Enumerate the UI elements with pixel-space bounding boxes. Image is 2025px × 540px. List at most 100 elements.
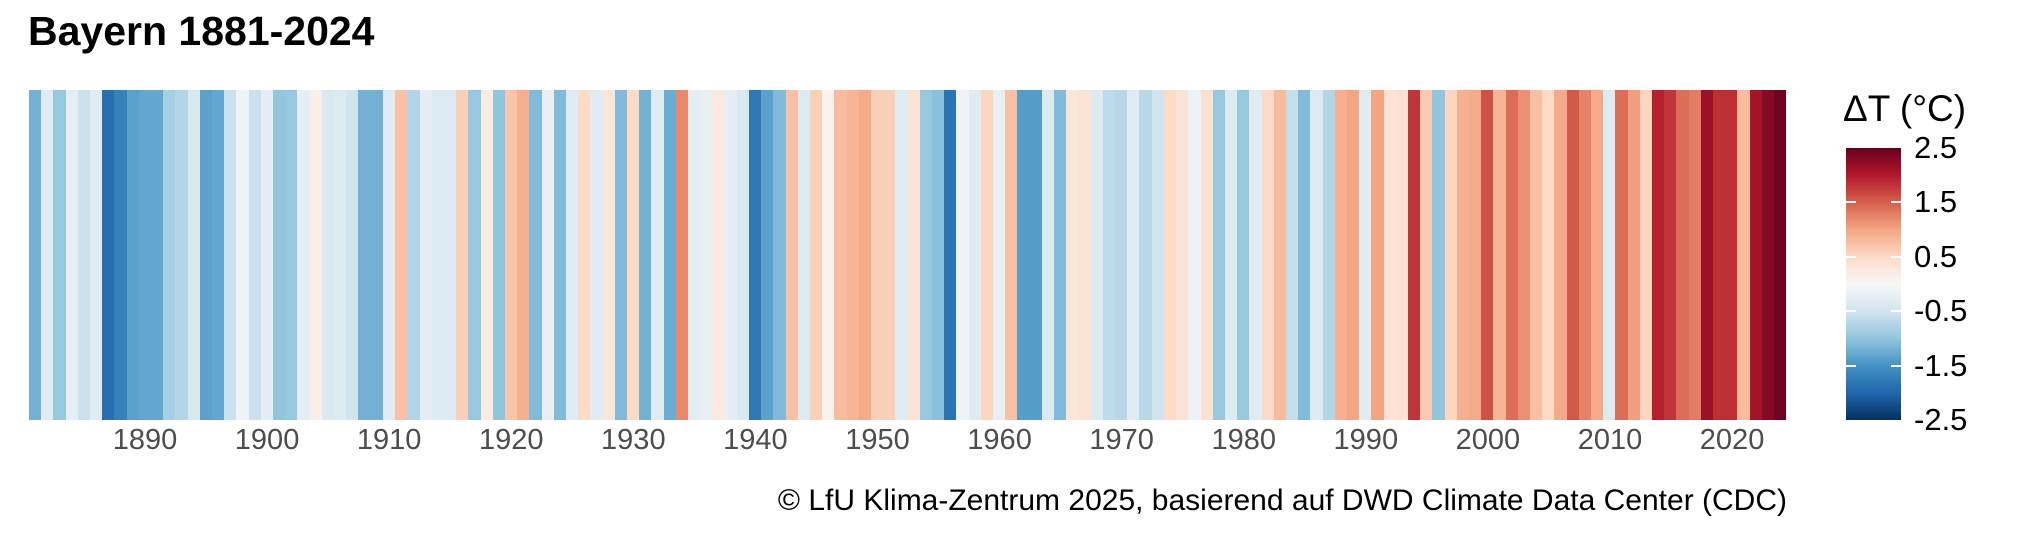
- x-tick-label: 1910: [356, 424, 422, 456]
- stripe-1976: [1188, 90, 1201, 420]
- stripe-1961: [1005, 90, 1018, 420]
- stripe-1947: [834, 90, 847, 420]
- stripe-1971: [1127, 90, 1140, 420]
- stripe-1997: [1444, 90, 1457, 420]
- stripe-2018: [1700, 90, 1714, 420]
- stripe-1995: [1420, 90, 1433, 420]
- colorbar-tick-label: 2.5: [1914, 130, 1958, 165]
- stripe-1936: [700, 90, 713, 420]
- stripe-1928: [602, 90, 615, 420]
- stripe-1946: [822, 90, 835, 420]
- colorbar-tick-mark: [1891, 201, 1901, 204]
- stripe-1943: [785, 90, 798, 420]
- stripe-1993: [1395, 90, 1408, 420]
- colorbar-tick-label: -2.5: [1914, 402, 1968, 437]
- stripe-1981: [1249, 90, 1262, 420]
- colorbar-tick-mark: [1891, 255, 1901, 258]
- stripe-2010: [1603, 90, 1616, 420]
- stripe-1903: [297, 90, 310, 420]
- stripe-1884: [65, 90, 78, 420]
- stripe-1942: [773, 90, 786, 420]
- stripe-1994: [1407, 90, 1421, 420]
- stripe-1900: [260, 90, 274, 420]
- stripe-1902: [285, 90, 298, 420]
- x-tick-label: 1920: [478, 424, 544, 456]
- stripe-2015: [1664, 90, 1677, 420]
- x-tick-label: 1980: [1211, 424, 1276, 456]
- stripe-1984: [1285, 90, 1299, 420]
- colorbar-tick-labels: 2.5 1.5 0.5 -0.5 -1.5 -2.5: [1914, 130, 2024, 437]
- stripe-2024: [1774, 90, 1787, 420]
- stripe-1926: [578, 90, 591, 420]
- stripe-2009: [1591, 90, 1604, 420]
- colorbar-tick-label: -0.5: [1914, 293, 1968, 329]
- stripe-1906: [334, 90, 347, 420]
- stripe-1938: [724, 90, 737, 420]
- stripe-2012: [1627, 90, 1640, 420]
- stripe-1931: [639, 90, 652, 420]
- stripe-1907: [346, 90, 359, 420]
- stripe-1985: [1298, 90, 1311, 420]
- colorbar: [1846, 148, 1901, 420]
- stripe-1990: [1359, 90, 1372, 420]
- stripe-1937: [712, 90, 725, 420]
- stripe-1899: [248, 90, 261, 420]
- stripe-1939: [736, 90, 749, 420]
- stripe-1901: [273, 90, 286, 420]
- stripe-1973: [1151, 90, 1164, 420]
- stripe-1914: [431, 90, 444, 420]
- stripe-2002: [1505, 90, 1518, 420]
- stripe-2013: [1639, 90, 1653, 420]
- stripe-1970: [1115, 90, 1128, 420]
- stripe-1959: [980, 90, 994, 420]
- stripe-1974: [1163, 90, 1177, 420]
- stripe-1964: [1041, 90, 1055, 420]
- stripe-1949: [858, 90, 872, 420]
- stripe-2003: [1517, 90, 1530, 420]
- stripe-2014: [1652, 90, 1665, 420]
- stripe-1882: [41, 90, 54, 420]
- stripe-1996: [1432, 90, 1445, 420]
- stripe-1966: [1066, 90, 1079, 420]
- stripe-1982: [1261, 90, 1274, 420]
- source-caption: © LfU Klima-Zentrum 2025, basierend auf …: [777, 484, 1787, 517]
- colorbar-tick-mark: [1891, 310, 1901, 313]
- stripe-1898: [236, 90, 249, 420]
- colorbar-tick-mark: [1846, 364, 1856, 367]
- stripe-1918: [480, 90, 493, 420]
- stripe-1892: [163, 90, 176, 420]
- colorbar-tick-mark: [1846, 255, 1856, 258]
- stripe-1888: [114, 90, 127, 420]
- x-tick-label: 1950: [845, 424, 910, 456]
- stripe-1998: [1456, 90, 1469, 420]
- x-tick-label: 1900: [234, 424, 300, 456]
- stripe-1887: [102, 90, 115, 420]
- stripe-1885: [77, 90, 91, 420]
- stripe-1881: [29, 90, 42, 420]
- stripe-2021: [1737, 90, 1750, 420]
- stripe-1972: [1139, 90, 1152, 420]
- stripe-1948: [846, 90, 859, 420]
- x-tick-label: 1890: [112, 424, 178, 456]
- stripe-1958: [968, 90, 981, 420]
- stripe-1929: [614, 90, 627, 420]
- stripe-1944: [797, 90, 810, 420]
- stripe-1909: [370, 90, 383, 420]
- stripe-1904: [309, 90, 322, 420]
- stripe-1919: [492, 90, 505, 420]
- stripe-1940: [748, 90, 762, 420]
- stripe-1932: [651, 90, 664, 420]
- stripe-1893: [175, 90, 188, 420]
- stripe-1894: [187, 90, 200, 420]
- stripe-2005: [1542, 90, 1555, 420]
- x-tick-label: 2020: [1699, 424, 1765, 456]
- colorbar-tick-mark: [1846, 201, 1856, 204]
- x-axis: 1890 1900 1910 1920 1930 1940 1950 1960 1970 1980…: [29, 424, 1787, 460]
- stripe-2006: [1554, 90, 1567, 420]
- stripe-1991: [1371, 90, 1384, 420]
- x-tick-label: 2000: [1455, 424, 1521, 456]
- stripe-1968: [1090, 90, 1103, 420]
- stripe-1883: [53, 90, 66, 420]
- stripe-1953: [907, 90, 920, 420]
